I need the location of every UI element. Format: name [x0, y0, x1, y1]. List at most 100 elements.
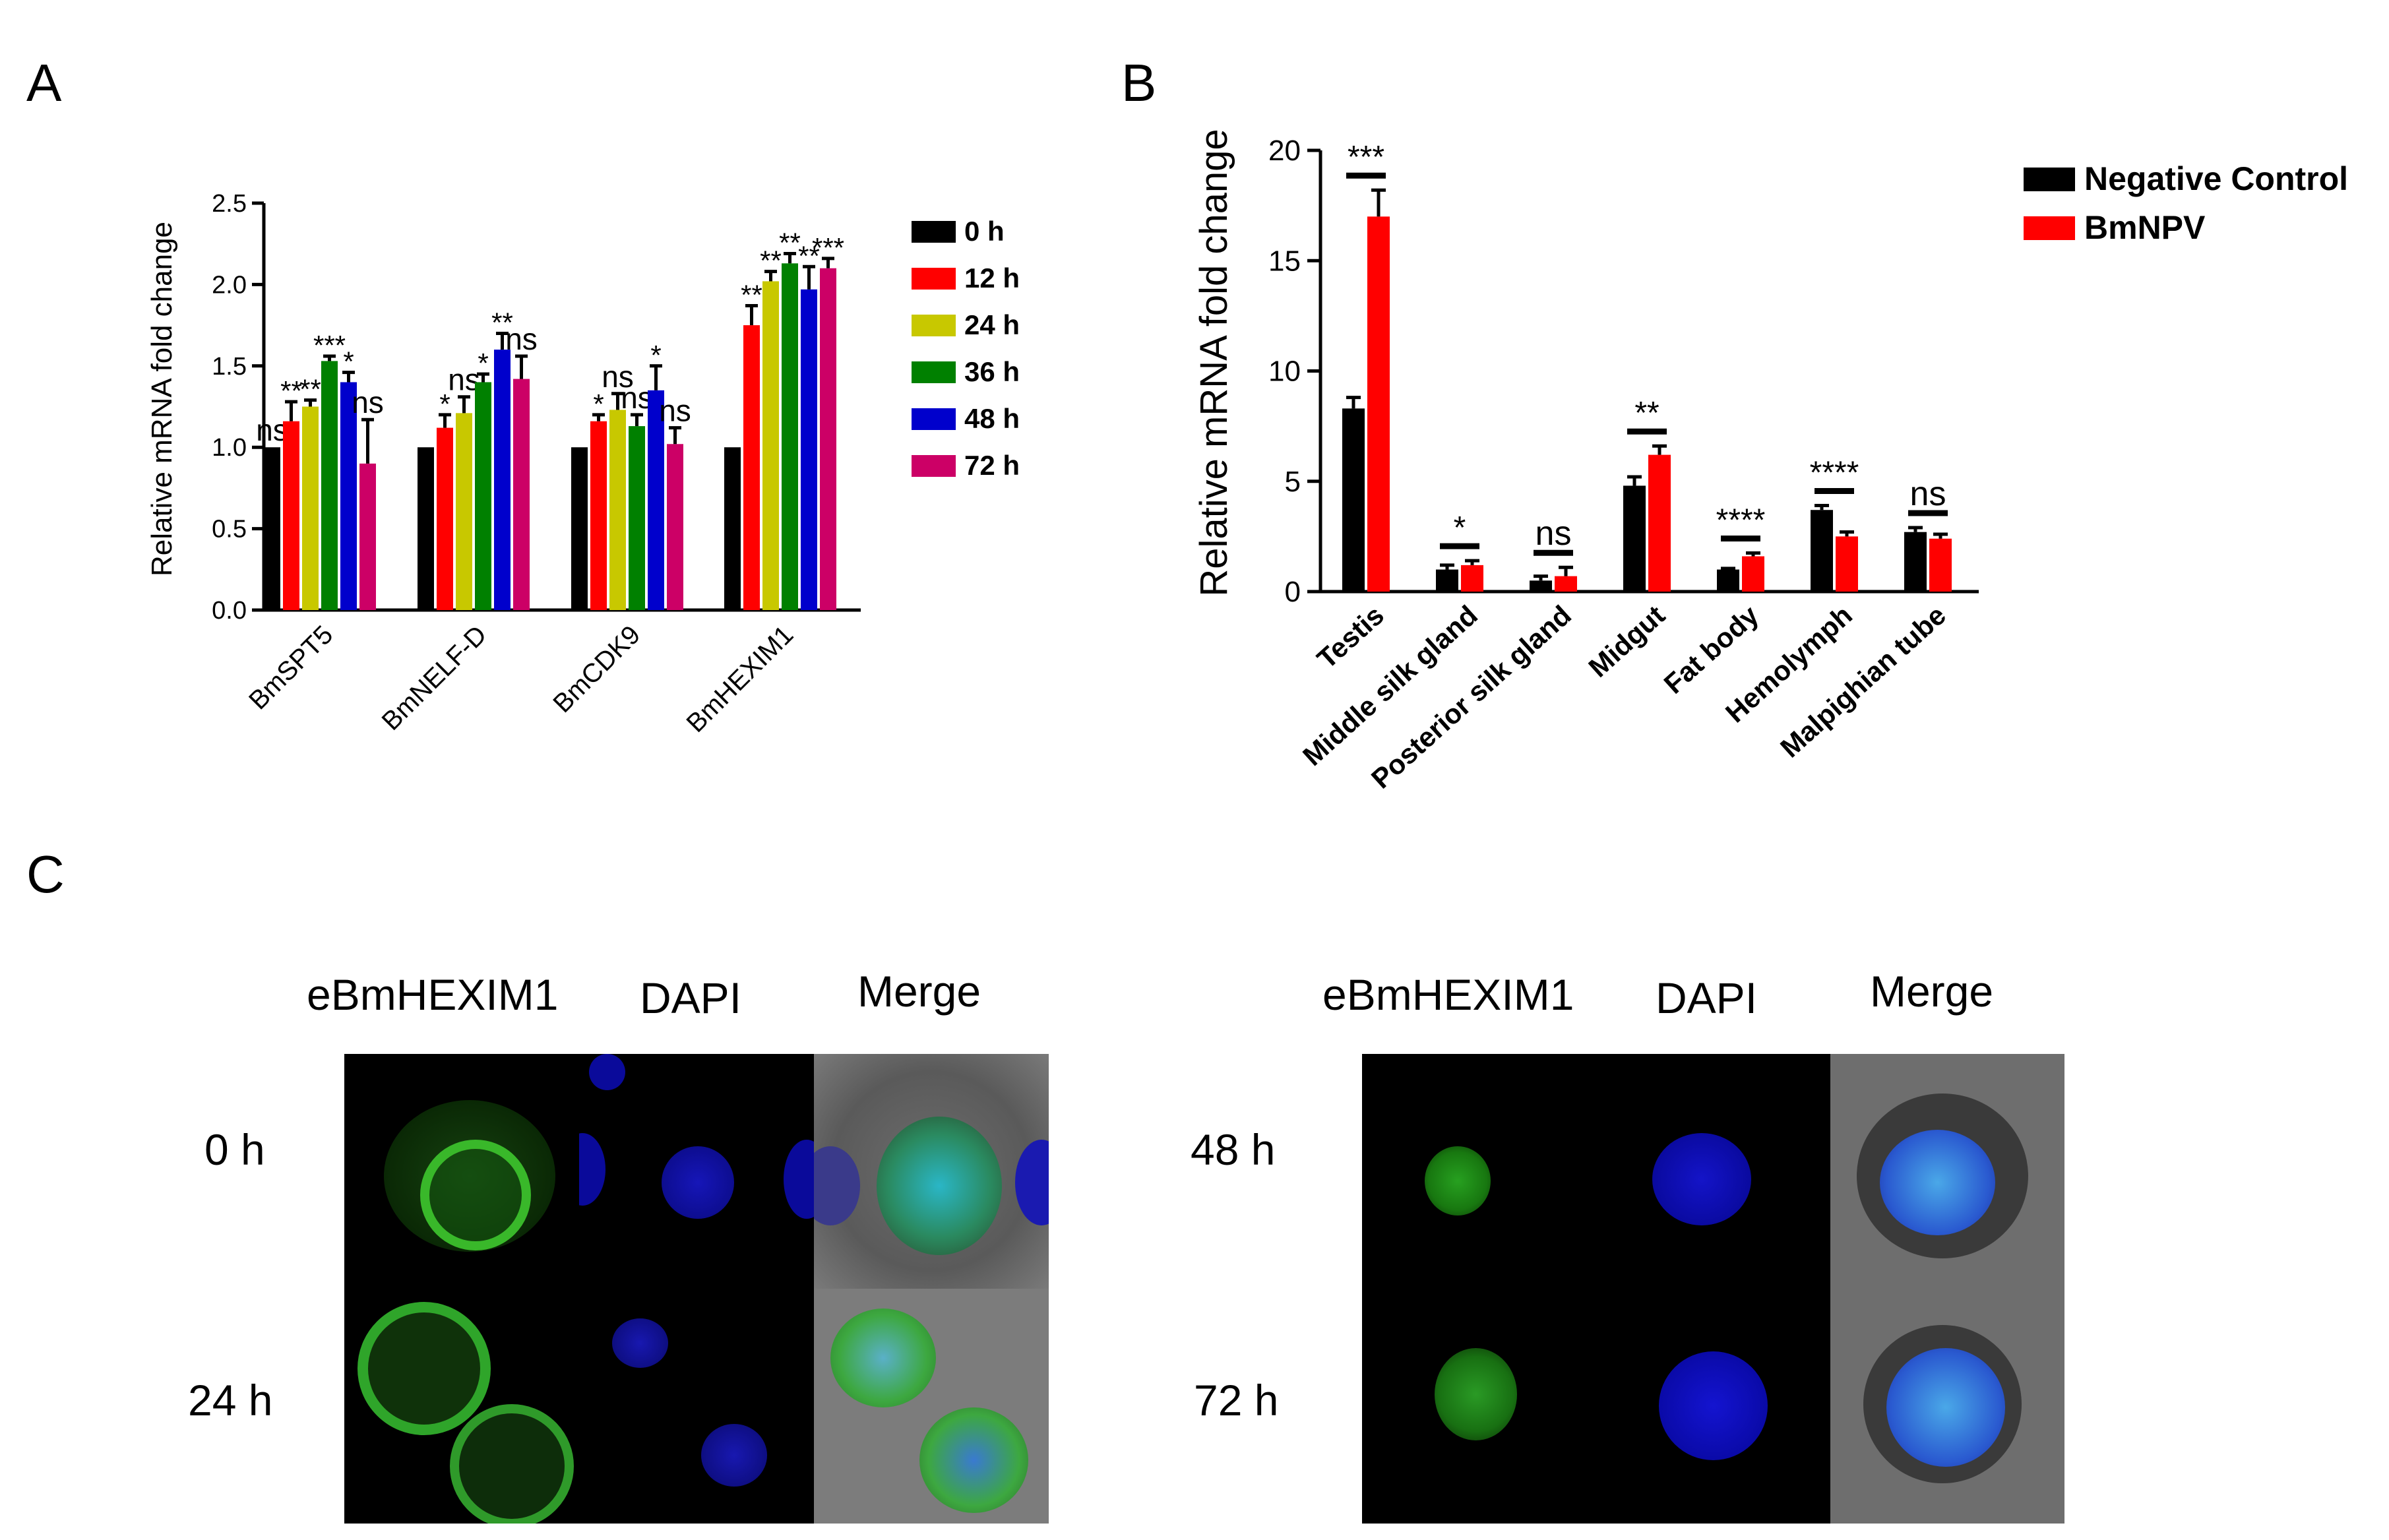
chart-b-bar — [1811, 510, 1833, 592]
chart-a-significance: ** — [491, 307, 513, 338]
chart-a-significance: ** — [760, 245, 782, 276]
chart-a-bar — [513, 379, 530, 610]
chart-a-significance: ns — [602, 359, 634, 394]
chart-a-significance: * — [439, 388, 450, 419]
image-72h-merge — [1830, 1289, 2064, 1524]
chart-a-legend-swatch — [912, 361, 956, 383]
chart-b-significance: **** — [1716, 503, 1766, 538]
chart-b-category-label: Middle silk gland — [1297, 600, 1483, 772]
chart-a-significance: ** — [280, 375, 302, 406]
chart-a-bar — [648, 390, 664, 610]
chart-b-category-label: Midgut — [1582, 600, 1671, 683]
chart-a-significance: ** — [798, 240, 820, 271]
chart-a-bar — [418, 447, 434, 610]
left-col-header-merge: Merge — [857, 967, 981, 1016]
chart-a-bar — [321, 361, 338, 610]
chart-a-legend-swatch — [912, 455, 956, 477]
image-72h-ebmhexim1 — [1362, 1289, 1596, 1524]
chart-b-legend-label: Negative Control — [2084, 160, 2348, 197]
chart-b-category-label: Malpighian tube — [1774, 600, 1952, 764]
left-col-header-dapi: DAPI — [640, 973, 742, 1022]
row-label-48h: 48 h — [1191, 1125, 1276, 1174]
chart-a-bar — [456, 413, 472, 610]
chart-a-legend-label: 36 h — [964, 356, 1020, 387]
chart-a-significance: * — [343, 346, 354, 377]
chart-a-bar — [629, 426, 645, 610]
chart-b-ytick-label: 20 — [1268, 135, 1301, 167]
image-0h-ebmhexim1 — [344, 1054, 579, 1289]
right-col-header-dapi: DAPI — [1656, 973, 1758, 1022]
chart-b-bar — [1742, 556, 1764, 592]
chart-a-category-label: BmSPT5 — [243, 620, 338, 715]
chart-a-bar — [743, 325, 760, 610]
chart-b-bar — [1623, 485, 1646, 592]
chart-a-bar — [359, 463, 376, 610]
chart-a-category-label: BmHEXIM1 — [681, 620, 799, 738]
chart-a-bar — [475, 382, 491, 610]
chart-a-ytick-label: 1.5 — [212, 353, 247, 381]
chart-a-significance: ns — [256, 413, 288, 447]
chart-a-legend-swatch — [912, 221, 956, 243]
chart-a-legend-label: 24 h — [964, 309, 1020, 340]
image-24h-merge — [814, 1289, 1049, 1524]
chart-b-significance: ns — [1536, 514, 1572, 553]
chart-a-significance: ** — [741, 279, 762, 310]
chart-a-legend-label: 12 h — [964, 262, 1020, 293]
chart-b-bar — [1648, 454, 1671, 592]
chart-a-ytick-label: 0.5 — [212, 516, 247, 543]
chart-a-bar — [667, 444, 683, 610]
chart-b-legend-label: BmNPV — [2084, 209, 2206, 246]
chart-a: Relative mRNA fold change 0.0 0.5 1.0 1.5 2.… — [146, 190, 1020, 738]
image-0h-dapi — [579, 1054, 814, 1289]
left-col-header-ebmhexim1: eBmHEXIM1 — [307, 970, 559, 1019]
chart-a-bar — [590, 421, 607, 610]
chart-b-legend-swatch — [2024, 168, 2075, 191]
chart-b-significance: ns — [1910, 475, 1946, 513]
chart-a-legend-label: 48 h — [964, 403, 1020, 434]
chart-a-legend-swatch — [912, 408, 956, 430]
image-24h-dapi — [579, 1289, 814, 1524]
chart-a-bar — [302, 406, 319, 610]
chart-a-significance: * — [593, 388, 604, 419]
chart-a-ytick-label: 2.5 — [212, 190, 247, 218]
chart-a-legend-label: 0 h — [964, 216, 1005, 247]
chart-a-category-label: BmNELF-D — [377, 620, 493, 736]
chart-b-bar — [1836, 536, 1858, 592]
chart-a-legend-swatch — [912, 268, 956, 290]
image-48h-merge — [1830, 1054, 2064, 1289]
chart-a-significance: * — [650, 340, 661, 371]
chart-a-significance: *** — [812, 232, 844, 263]
chart-a-legend-label: 72 h — [964, 450, 1020, 481]
chart-a-category-label: BmCDK9 — [547, 620, 646, 718]
chart-a-significance: ** — [779, 228, 801, 259]
chart-b-bar — [1555, 576, 1577, 592]
chart-b-significance: ** — [1634, 396, 1659, 431]
chart-a-bar — [437, 427, 453, 610]
chart-a-bar — [340, 382, 357, 610]
chart-a-bar — [571, 447, 588, 610]
panel-label-a: A — [26, 53, 62, 112]
chart-a-bar — [801, 289, 817, 610]
chart-a-bar — [609, 410, 626, 610]
chart-b-ytick-label: 0 — [1285, 576, 1301, 608]
chart-a-significance: ** — [299, 374, 321, 405]
chart-a-significance: ns — [621, 381, 653, 415]
chart-a-bar — [782, 263, 798, 610]
right-col-header-merge: Merge — [1870, 967, 1994, 1016]
chart-a-significance: ns — [659, 394, 691, 428]
chart-a-significance: * — [478, 348, 488, 379]
row-label-24h: 24 h — [188, 1376, 273, 1425]
chart-a-significance: ns — [505, 322, 538, 356]
chart-b-significance: *** — [1348, 140, 1384, 175]
chart-a-bar — [494, 350, 511, 610]
chart-a-ytick-label: 0.0 — [212, 597, 247, 625]
chart-b-bar — [1929, 538, 1952, 592]
panel-label-c: C — [26, 845, 65, 904]
chart-a-legend-swatch — [912, 315, 956, 336]
chart-b-bar — [1904, 532, 1927, 592]
chart-a-significance: *** — [313, 330, 346, 361]
chart-b-ytick-label: 10 — [1268, 355, 1301, 388]
chart-b-bar — [1461, 565, 1483, 592]
chart-a-significance: ns — [448, 363, 480, 397]
image-0h-merge — [814, 1054, 1049, 1289]
